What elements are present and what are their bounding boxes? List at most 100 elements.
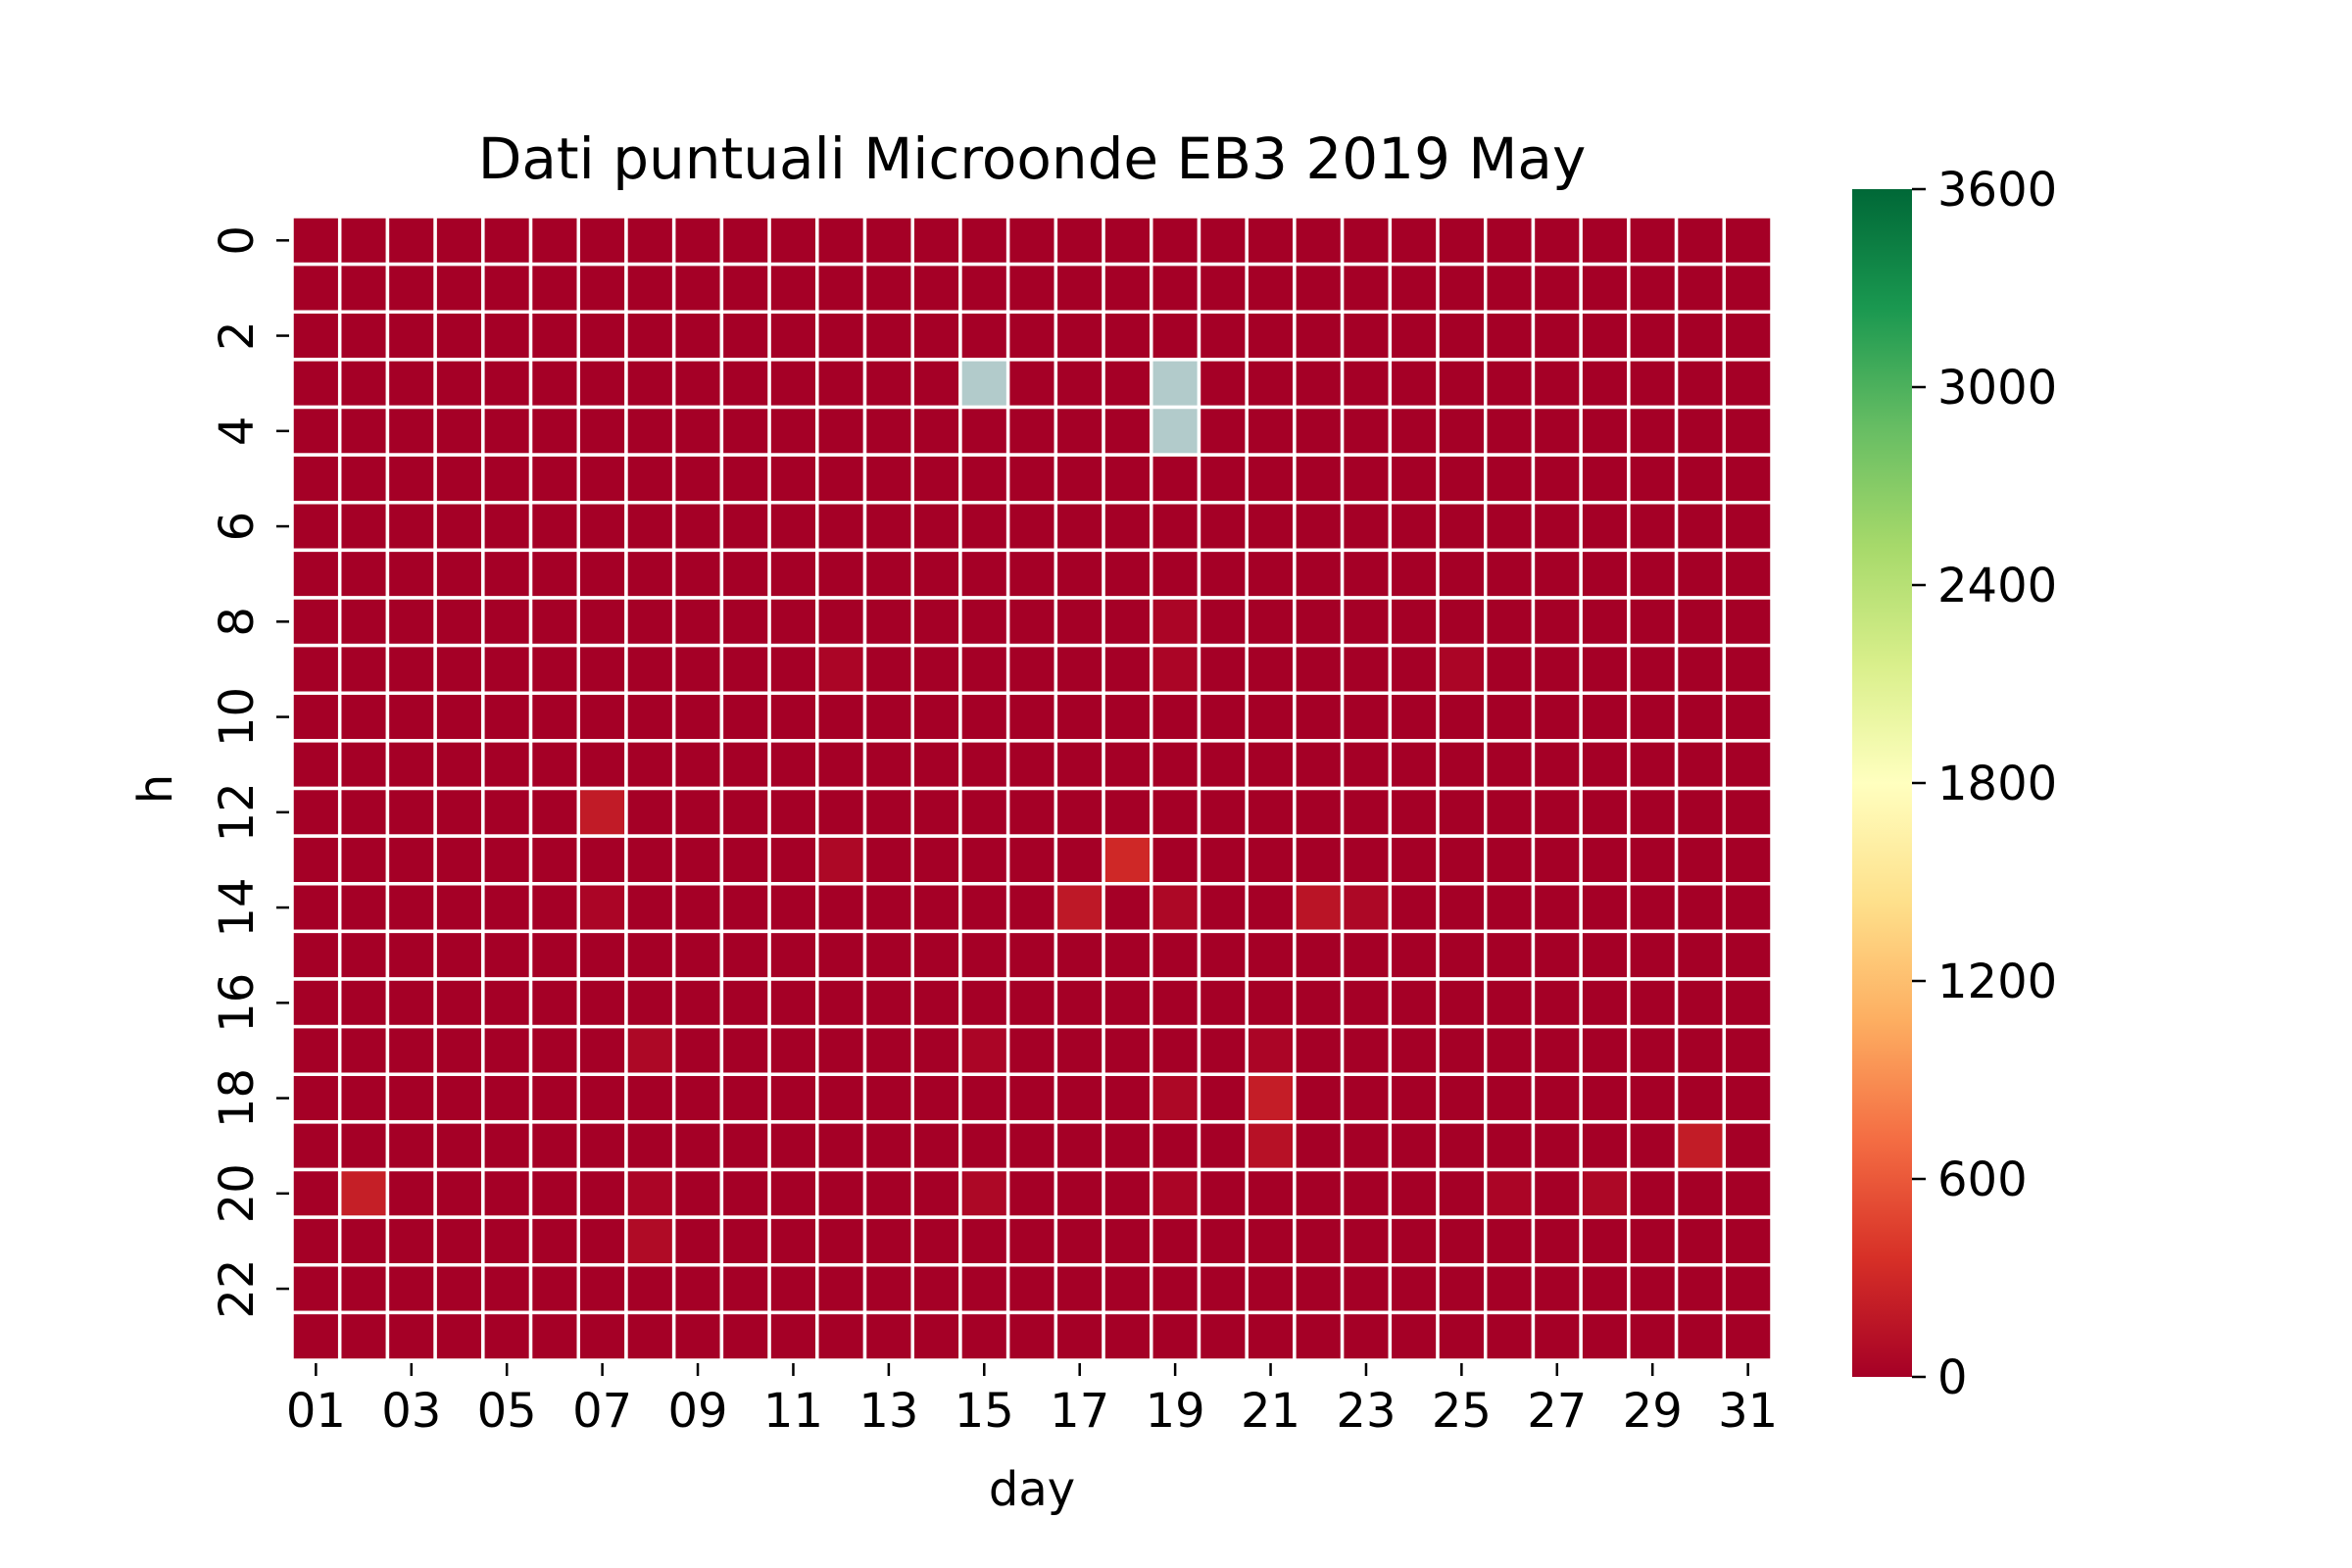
heatmap-cell-day13-h12 bbox=[862, 786, 914, 838]
heatmap-cell-day28-h16 bbox=[1579, 977, 1631, 1029]
heatmap-cell-day07-h11 bbox=[576, 739, 628, 791]
heatmap-cell-day29-h12 bbox=[1627, 786, 1679, 838]
heatmap-cell-day22-h18 bbox=[1293, 1072, 1345, 1124]
heatmap-cell-day26-h11 bbox=[1483, 739, 1536, 791]
heatmap-cell-day13-h2 bbox=[862, 310, 914, 362]
heatmap-cell-day29-h20 bbox=[1627, 1167, 1679, 1219]
heatmap-cell-day10-h22 bbox=[719, 1263, 771, 1315]
y-tick-label: 8 bbox=[210, 607, 265, 637]
heatmap-cell-day22-h12 bbox=[1293, 786, 1345, 838]
heatmap-cell-day02-h11 bbox=[337, 739, 390, 791]
heatmap-cell-day27-h1 bbox=[1531, 262, 1583, 314]
heatmap-cell-day22-h22 bbox=[1293, 1263, 1345, 1315]
heatmap-cell-day31-h10 bbox=[1722, 691, 1774, 743]
heatmap-cell-day19-h15 bbox=[1150, 929, 1201, 981]
heatmap-cell-day13-h3 bbox=[862, 358, 914, 410]
heatmap-cell-day06-h18 bbox=[528, 1072, 581, 1124]
x-tick-label: 23 bbox=[1336, 1384, 1396, 1439]
heatmap-cell-day04-h0 bbox=[433, 215, 485, 267]
heatmap-cell-day15-h17 bbox=[958, 1024, 1010, 1076]
heatmap-cell-day29-h19 bbox=[1627, 1120, 1679, 1172]
heatmap-cell-day10-h0 bbox=[719, 215, 771, 267]
heatmap-cell-day18-h13 bbox=[1102, 834, 1153, 886]
heatmap-cell-day08-h19 bbox=[624, 1120, 676, 1172]
heatmap-cell-day21-h11 bbox=[1245, 739, 1297, 791]
heatmap-cell-day18-h7 bbox=[1102, 548, 1153, 600]
heatmap-cell-day24-h11 bbox=[1388, 739, 1440, 791]
heatmap-cell-day24-h10 bbox=[1388, 691, 1440, 743]
heatmap-cell-day20-h18 bbox=[1197, 1072, 1249, 1124]
heatmap-cell-day24-h18 bbox=[1388, 1072, 1440, 1124]
heatmap-cell-day23-h3 bbox=[1340, 358, 1393, 410]
heatmap-cell-day16-h7 bbox=[1005, 548, 1058, 600]
heatmap-cell-day26-h20 bbox=[1483, 1167, 1536, 1219]
heatmap-cell-day16-h0 bbox=[1005, 215, 1058, 267]
heatmap-cell-day24-h21 bbox=[1388, 1215, 1440, 1267]
heatmap-cell-day08-h17 bbox=[624, 1024, 676, 1076]
heatmap-cell-day13-h18 bbox=[862, 1072, 914, 1124]
heatmap-cell-day29-h21 bbox=[1627, 1215, 1679, 1267]
heatmap-cell-day24-h0 bbox=[1388, 215, 1440, 267]
heatmap-cell-day28-h12 bbox=[1579, 786, 1631, 838]
heatmap-cell-day20-h11 bbox=[1197, 739, 1249, 791]
x-tick-label: 05 bbox=[477, 1384, 537, 1439]
heatmap-cell-day14-h2 bbox=[910, 310, 962, 362]
heatmap-cell-day07-h17 bbox=[576, 1024, 628, 1076]
heatmap-cell-day08-h4 bbox=[624, 405, 676, 457]
heatmap-cell-day31-h8 bbox=[1722, 596, 1774, 648]
heatmap-cell-day13-h21 bbox=[862, 1215, 914, 1267]
heatmap-cell-day07-h18 bbox=[576, 1072, 628, 1124]
heatmap-cell-day18-h6 bbox=[1102, 501, 1153, 553]
heatmap-cell-day21-h16 bbox=[1245, 977, 1297, 1029]
heatmap-cell-day10-h16 bbox=[719, 977, 771, 1029]
heatmap-cell-day11-h13 bbox=[767, 834, 819, 886]
heatmap-cell-day20-h14 bbox=[1197, 882, 1249, 934]
heatmap-cell-day15-h1 bbox=[958, 262, 1010, 314]
heatmap-cell-day29-h2 bbox=[1627, 310, 1679, 362]
heatmap-cell-day14-h3 bbox=[910, 358, 962, 410]
heatmap-cell-day02-h5 bbox=[337, 453, 390, 505]
heatmap-cell-day13-h22 bbox=[862, 1263, 914, 1315]
heatmap-cell-day30-h4 bbox=[1674, 405, 1727, 457]
heatmap-cell-day08-h22 bbox=[624, 1263, 676, 1315]
heatmap-cell-day03-h21 bbox=[385, 1215, 437, 1267]
heatmap-cell-day12-h21 bbox=[815, 1215, 867, 1267]
heatmap-cell-day04-h9 bbox=[433, 643, 485, 695]
heatmap-cell-day29-h11 bbox=[1627, 739, 1679, 791]
heatmap-cell-day12-h16 bbox=[815, 977, 867, 1029]
heatmap-cell-day08-h14 bbox=[624, 882, 676, 934]
heatmap-cell-day01-h13 bbox=[290, 834, 342, 886]
x-tick-label: 11 bbox=[763, 1384, 823, 1439]
heatmap-cell-day23-h8 bbox=[1340, 596, 1393, 648]
heatmap-cell-day25-h22 bbox=[1436, 1263, 1488, 1315]
heatmap-cell-day20-h7 bbox=[1197, 548, 1249, 600]
heatmap-cell-day26-h10 bbox=[1483, 691, 1536, 743]
heatmap-cell-day04-h21 bbox=[433, 1215, 485, 1267]
heatmap-cell-day29-h13 bbox=[1627, 834, 1679, 886]
heatmap-cell-day25-h19 bbox=[1436, 1120, 1488, 1172]
heatmap-cell-day18-h20 bbox=[1102, 1167, 1153, 1219]
heatmap-cell-day31-h22 bbox=[1722, 1263, 1774, 1315]
heatmap-cell-day01-h7 bbox=[290, 548, 342, 600]
heatmap-cell-day26-h7 bbox=[1483, 548, 1536, 600]
heatmap-cell-day11-h17 bbox=[767, 1024, 819, 1076]
heatmap-cell-day20-h21 bbox=[1197, 1215, 1249, 1267]
heatmap-cell-day08-h10 bbox=[624, 691, 676, 743]
heatmap-cell-day14-h9 bbox=[910, 643, 962, 695]
heatmap-cell-day12-h9 bbox=[815, 643, 867, 695]
heatmap-cell-day11-h23 bbox=[767, 1310, 819, 1362]
heatmap-cell-day21-h3 bbox=[1245, 358, 1297, 410]
heatmap-cell-day21-h7 bbox=[1245, 548, 1297, 600]
heatmap-cell-day17-h22 bbox=[1054, 1263, 1105, 1315]
heatmap-cell-day24-h13 bbox=[1388, 834, 1440, 886]
heatmap-cell-day07-h3 bbox=[576, 358, 628, 410]
heatmap-cell-day11-h15 bbox=[767, 929, 819, 981]
y-tick-label: 2 bbox=[210, 320, 265, 351]
heatmap-cell-day18-h10 bbox=[1102, 691, 1153, 743]
heatmap-cell-day12-h13 bbox=[815, 834, 867, 886]
heatmap-cell-day22-h7 bbox=[1293, 548, 1345, 600]
heatmap-cell-day01-h18 bbox=[290, 1072, 342, 1124]
heatmap-cell-day02-h0 bbox=[337, 215, 390, 267]
heatmap-cell-day11-h3 bbox=[767, 358, 819, 410]
heatmap-cell-day27-h17 bbox=[1531, 1024, 1583, 1076]
